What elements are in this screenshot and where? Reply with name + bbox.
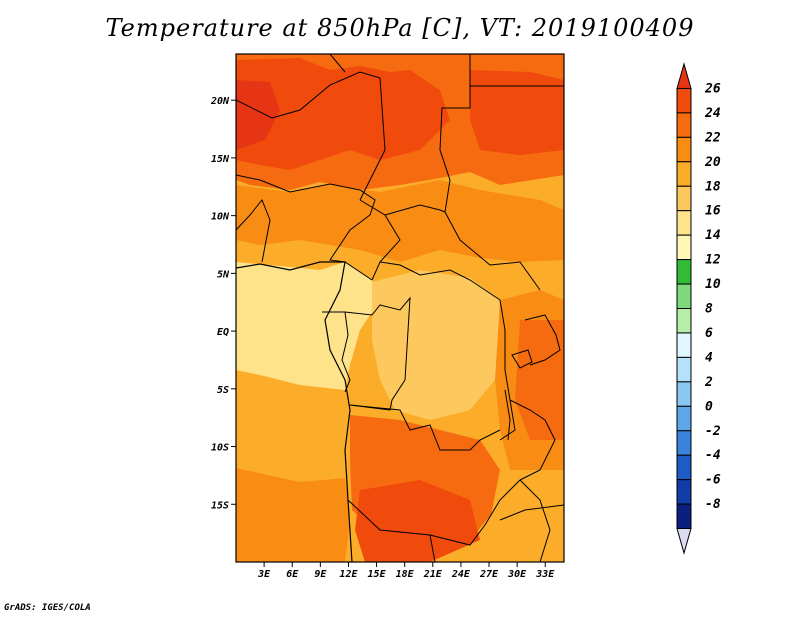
- border-line: [236, 71, 386, 201]
- colorbar-label: -2: [705, 424, 721, 439]
- colorbar-bin: [676, 112, 692, 138]
- y-tick-label: 10S: [211, 443, 229, 454]
- field-region-southern-africa: [355, 480, 480, 562]
- border-line: [524, 314, 561, 366]
- border-line: [379, 261, 501, 301]
- colorbar-label: 24: [704, 106, 721, 121]
- border-line: [349, 404, 501, 451]
- colorbar-under-triangle: [676, 528, 692, 555]
- x-axis: 3E 6E 9E 12E 15E 18E 21E 24E 27E 30E 33E: [257, 562, 555, 580]
- colorbar-label: 26: [704, 81, 721, 96]
- field-region-southeast: [490, 470, 564, 562]
- colorbar-label: -4: [705, 448, 721, 463]
- x-tick-label: 24E: [451, 569, 471, 580]
- colorbar-label: 18: [705, 179, 721, 194]
- colorbar-bin: [676, 503, 692, 530]
- lake-outline: [504, 389, 511, 441]
- colorbar-bin: [676, 259, 692, 285]
- field-region-sahel: [236, 180, 564, 262]
- colorbar-bin: [676, 210, 692, 236]
- border-line: [439, 54, 541, 291]
- colorbar-bin: [676, 430, 692, 456]
- colorbar-bin: [676, 332, 692, 358]
- colorbar-label: 16: [705, 204, 721, 219]
- colorbar-over-triangle: [676, 62, 692, 89]
- y-tick-label: 5S: [217, 385, 229, 396]
- colorbar-label: 6: [705, 326, 713, 341]
- colorbar-label: 20: [704, 155, 721, 170]
- x-tick-label: 15E: [368, 569, 387, 580]
- colorbar-label: 14: [705, 228, 721, 243]
- border-line: [519, 479, 551, 562]
- y-tick-label: 10N: [211, 212, 230, 223]
- x-tick-label: 18E: [396, 569, 415, 580]
- colorbar-label: -6: [705, 473, 721, 488]
- colorbar-label: 12: [705, 253, 721, 268]
- colorbar-bin: [676, 479, 692, 505]
- field-region-sahara-hot: [236, 58, 450, 170]
- colorbar-label: 4: [705, 350, 713, 365]
- border-line: [236, 174, 376, 281]
- colorbar-bin: [676, 234, 692, 261]
- colorbar-label: 0: [705, 399, 713, 414]
- colorbar-bin: [676, 405, 692, 432]
- border-line: [322, 296, 411, 411]
- field-region-sudan-hot: [470, 70, 564, 155]
- y-tick-label: EQ: [217, 327, 229, 338]
- colorbar-label: 8: [705, 302, 713, 317]
- field-region-sahara-hottest: [236, 80, 280, 150]
- x-tick-label: 33E: [535, 569, 555, 580]
- border-line: [347, 499, 436, 562]
- border-line: [429, 479, 521, 546]
- colorbar-bin: [676, 283, 692, 309]
- credit-text: GrADS: IGES/COLA: [4, 603, 91, 613]
- colorbar-bin: [676, 136, 692, 163]
- colorbar-label: 10: [705, 277, 721, 292]
- border-line: [499, 504, 564, 521]
- colorbar-bin: [676, 308, 692, 334]
- colorbar-label: 22: [704, 130, 721, 145]
- field-region-congo: [372, 270, 505, 420]
- colorbar-bin: [676, 185, 692, 212]
- y-tick-label: 15N: [211, 154, 230, 165]
- field-region-south-atlantic: [236, 372, 350, 480]
- colorbar-bin: [676, 454, 692, 481]
- border-line: [359, 199, 401, 281]
- colorbar-bin: [676, 381, 692, 407]
- x-tick-label: 27E: [479, 569, 499, 580]
- x-tick-label: 6E: [286, 569, 299, 580]
- border-line: [341, 311, 351, 393]
- country-borders: [236, 54, 564, 562]
- field-region-south-atlantic-warm: [236, 468, 350, 562]
- y-axis: 20N 15N 10N 5N EQ 5S 10S 15S: [210, 96, 236, 511]
- colorbar-label: -8: [705, 497, 721, 512]
- border-line: [236, 199, 271, 263]
- border-line: [499, 299, 516, 441]
- border-line: [384, 204, 446, 216]
- border-line: [509, 399, 556, 481]
- x-tick-label: 21E: [423, 569, 443, 580]
- field-region-gulf-guinea: [236, 262, 380, 390]
- chart-title: Temperature at 850hPa [C], VT: 201910040…: [105, 14, 695, 42]
- y-tick-label: 5N: [217, 269, 230, 280]
- temperature-field: [236, 54, 564, 562]
- x-tick-label: 12E: [339, 569, 358, 580]
- x-tick-label: 3E: [257, 569, 271, 580]
- y-tick-label: 20N: [210, 96, 230, 107]
- colorbar-label: 2: [704, 375, 713, 390]
- coastline: [236, 261, 353, 562]
- colorbar-bin: [676, 356, 692, 383]
- colorbar-bin: [676, 87, 692, 114]
- border-line: [329, 54, 346, 73]
- x-tick-label: 9E: [314, 569, 327, 580]
- y-tick-label: 15S: [211, 500, 229, 511]
- lake-outline: [511, 349, 533, 369]
- colorbar-bin: [676, 161, 692, 187]
- x-tick-label: 30E: [507, 569, 527, 580]
- map-frame: [235, 53, 565, 563]
